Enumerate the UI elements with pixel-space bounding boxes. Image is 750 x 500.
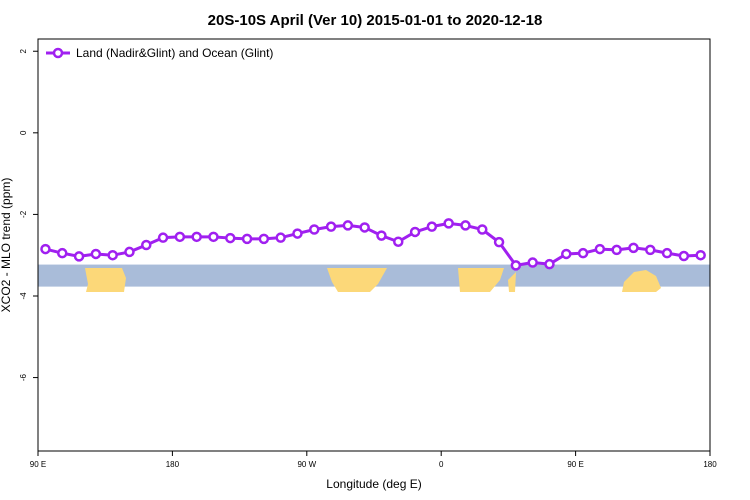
legend: Land (Nadir&Glint) and Ocean (Glint)	[46, 46, 273, 60]
data-point	[561, 248, 572, 260]
data-point	[695, 249, 706, 261]
world-map-strip	[38, 264, 710, 292]
data-point	[493, 236, 505, 248]
x-tick-label: 90 E	[567, 460, 583, 469]
data-point	[611, 244, 622, 256]
series-line	[45, 221, 701, 267]
data-point	[645, 244, 656, 256]
x-axis: 90 E 180 90 W 0 90 E 180	[30, 451, 717, 469]
data-point	[258, 233, 270, 245]
map-land	[85, 268, 126, 292]
data-point	[594, 243, 606, 255]
data-point	[90, 248, 102, 260]
y-axis-label: XCO2 - MLO trend (ppm)	[0, 178, 13, 313]
data-point	[577, 247, 589, 259]
y-tick-label: -2	[19, 210, 28, 218]
x-tick-label: 0	[439, 460, 444, 469]
data-point	[527, 257, 538, 268]
data-point	[510, 260, 522, 271]
chart-title: 20S-10S April (Ver 10) 2015-01-01 to 202…	[208, 12, 543, 29]
data-point	[57, 247, 68, 259]
y-tick-label: -4	[19, 292, 28, 300]
x-axis-label: Longitude (deg E)	[326, 477, 421, 491]
legend-marker	[52, 47, 64, 59]
x-tick-label: 180	[703, 460, 717, 469]
y-tick-label: 0	[19, 130, 28, 135]
data-point	[393, 236, 404, 247]
data-point	[157, 232, 169, 243]
legend-label: Land (Nadir&Glint) and Ocean (Glint)	[76, 46, 273, 60]
data-point	[443, 218, 454, 229]
data-point	[191, 231, 202, 243]
data-point	[426, 221, 438, 232]
data-point	[376, 230, 387, 241]
data-point	[107, 249, 118, 261]
data-point	[174, 231, 186, 243]
data-point	[325, 221, 337, 232]
data-point	[409, 226, 421, 238]
y-tick-label: -6	[19, 373, 28, 381]
data-point	[477, 224, 488, 235]
y-axis: 2 0 -2 -4 -6	[19, 48, 38, 381]
y-tick-label: 2	[19, 48, 28, 53]
plot-frame	[37, 38, 711, 452]
data-point	[359, 222, 370, 233]
map-land	[327, 268, 387, 292]
data-point	[544, 258, 555, 270]
data-point	[292, 228, 303, 239]
map-land	[622, 270, 661, 292]
data-point	[275, 232, 286, 243]
data-point	[460, 220, 471, 231]
map-land	[508, 272, 516, 292]
data-point	[124, 246, 135, 258]
data-point	[208, 231, 219, 243]
data-point	[678, 250, 690, 262]
data-point	[342, 220, 354, 231]
data-point	[40, 243, 51, 255]
data-point	[225, 232, 236, 244]
data-point	[309, 224, 320, 235]
data-point	[241, 233, 253, 245]
x-tick-label: 90 W	[297, 460, 316, 469]
map-land	[458, 268, 504, 292]
data-point	[661, 247, 673, 259]
data-point	[628, 242, 639, 254]
series-layer	[40, 218, 706, 271]
x-tick-label: 90 E	[30, 460, 46, 469]
data-point	[73, 251, 85, 262]
data-point	[141, 239, 152, 251]
x-tick-label: 180	[166, 460, 180, 469]
